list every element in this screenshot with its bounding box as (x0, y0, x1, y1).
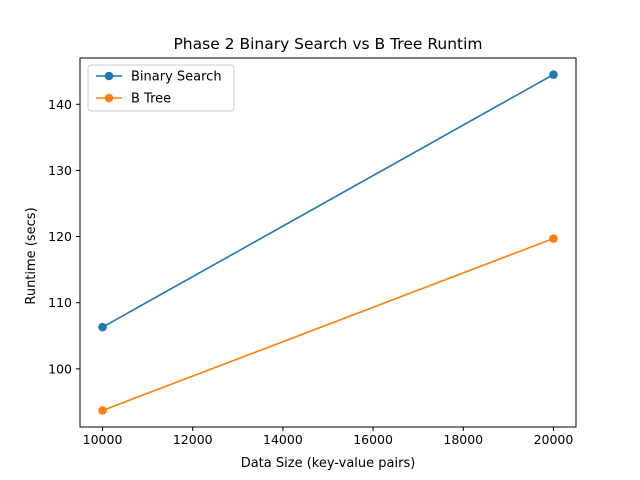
series-line (102, 237, 554, 412)
legend-label: Binary Search (131, 70, 222, 85)
data-point (98, 406, 107, 415)
y-tick-label: 100 (48, 361, 72, 376)
x-tick-label: 18000 (443, 432, 483, 447)
y-tick-label: 130 (48, 163, 72, 178)
legend-swatch-marker (104, 93, 114, 103)
legend-box (87, 64, 235, 112)
y-tick-label: 140 (48, 97, 72, 112)
x-tick-label: 16000 (353, 432, 393, 447)
data-point (98, 322, 107, 332)
chart-title: Phase 2 Binary Search vs B Tree Runtim (173, 35, 482, 53)
x-tick-label: 14000 (263, 432, 303, 447)
y-axis-label-group: Runtime (secs) (24, 207, 39, 304)
x-tick-label: 20000 (534, 432, 574, 447)
x-tick-label: 10000 (83, 432, 123, 447)
x-axis-label: Data Size (key-value pairs) (241, 456, 416, 471)
y-axis-label: Runtime (secs) (24, 207, 39, 304)
data-point (549, 70, 558, 79)
plot-series (98, 70, 558, 415)
axis-ticks: 10000 12000 14000 16000 18000 20000 100 110 120 1… (48, 97, 573, 447)
y-tick-label: 120 (48, 229, 72, 244)
axes-frame (79, 57, 577, 428)
series-line (102, 73, 554, 328)
data-point (549, 234, 558, 243)
legend: Binary Search B Tree (87, 64, 235, 112)
legend-label: B Tree (131, 92, 171, 107)
legend-swatch-marker (104, 71, 114, 81)
y-tick-label: 110 (48, 295, 72, 310)
x-tick-label: 12000 (173, 432, 213, 447)
